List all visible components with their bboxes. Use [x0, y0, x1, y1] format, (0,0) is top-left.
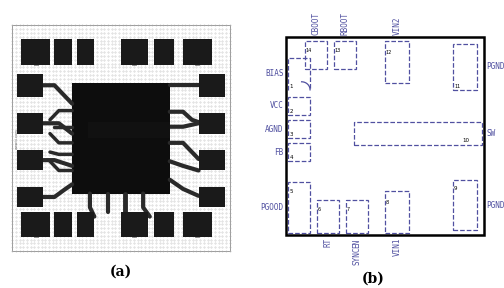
Text: PGND2: PGND2 — [487, 62, 504, 71]
Bar — [199, 74, 225, 97]
Text: AGND: AGND — [265, 124, 283, 134]
Text: SYNC: SYNC — [353, 247, 362, 265]
Bar — [286, 37, 484, 235]
Text: VCC: VCC — [270, 101, 283, 111]
Text: CBOOT: CBOOT — [311, 12, 321, 35]
Text: 2: 2 — [289, 109, 293, 114]
Text: VIN1: VIN1 — [393, 237, 402, 256]
Text: PGOOD: PGOOD — [261, 203, 283, 212]
Bar — [346, 200, 368, 233]
Bar — [288, 182, 310, 233]
Text: 5: 5 — [289, 189, 293, 194]
Text: www.ti.com: www.ti.com — [15, 128, 19, 149]
Bar — [54, 39, 72, 65]
Text: EN: EN — [353, 238, 362, 248]
Text: VIN2: VIN2 — [393, 16, 402, 35]
Bar — [183, 39, 212, 65]
Bar — [88, 122, 170, 138]
Bar — [77, 39, 94, 65]
Text: PGND1: PGND1 — [487, 200, 504, 210]
Text: SW: SW — [487, 129, 496, 138]
Text: BIAS: BIAS — [265, 69, 283, 78]
Text: 13: 13 — [335, 48, 341, 53]
Text: 14: 14 — [306, 48, 312, 53]
Bar — [21, 39, 50, 65]
Text: 1: 1 — [289, 84, 293, 89]
Bar — [154, 39, 174, 65]
Text: (b): (b) — [361, 272, 385, 286]
Bar — [288, 143, 310, 161]
Text: RBOOT: RBOOT — [341, 12, 350, 35]
Bar — [385, 41, 409, 83]
Bar — [77, 212, 94, 237]
Bar — [318, 200, 339, 233]
Bar — [54, 212, 72, 237]
Bar — [21, 212, 50, 237]
Text: RT: RT — [324, 237, 333, 247]
Text: 12: 12 — [386, 50, 392, 55]
Bar — [199, 150, 225, 170]
Text: FB: FB — [274, 147, 283, 157]
Text: 4: 4 — [289, 155, 293, 160]
Bar — [199, 113, 225, 134]
Bar — [288, 97, 310, 115]
Text: 3: 3 — [289, 132, 293, 137]
Bar — [121, 39, 148, 65]
Bar — [72, 83, 170, 194]
Text: 6: 6 — [318, 207, 321, 212]
Bar — [154, 212, 174, 237]
Bar — [288, 120, 310, 138]
Text: (a): (a) — [110, 265, 132, 279]
Bar — [183, 212, 212, 237]
Bar — [354, 122, 482, 145]
Bar — [199, 187, 225, 207]
Text: 7: 7 — [347, 207, 350, 212]
Bar — [17, 113, 43, 134]
Bar — [17, 74, 43, 97]
Text: 8: 8 — [386, 200, 389, 205]
Bar — [385, 191, 409, 233]
Text: 11: 11 — [454, 84, 460, 89]
Bar — [334, 41, 356, 69]
Text: 10: 10 — [463, 138, 469, 143]
Bar — [121, 212, 148, 237]
Text: 9: 9 — [454, 186, 458, 191]
Bar — [453, 44, 477, 90]
Bar — [17, 150, 43, 170]
Bar — [17, 187, 43, 207]
Bar — [305, 41, 327, 69]
Bar — [453, 180, 477, 230]
